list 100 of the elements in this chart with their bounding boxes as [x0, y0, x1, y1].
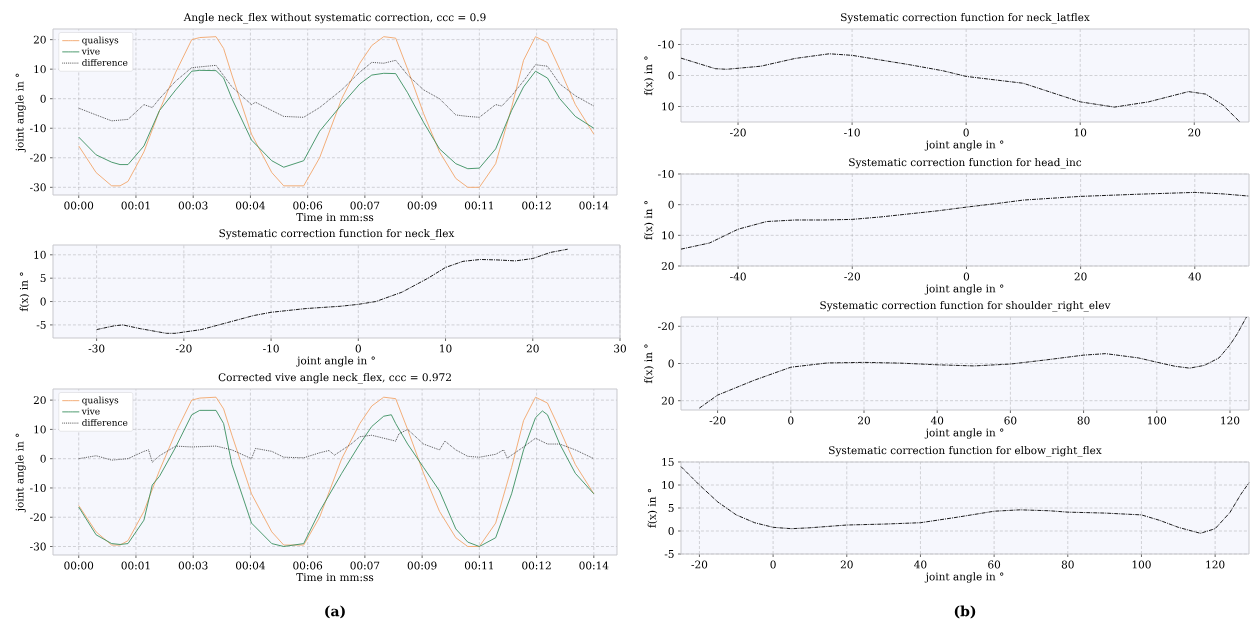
legend-label: vive	[81, 407, 100, 415]
x-tick-label: -40	[730, 272, 746, 281]
chart-title: Systematic correction function for head_inc	[849, 158, 1082, 169]
x-tick-label: 00:04	[235, 201, 266, 210]
x-axis-title: Time in mm:ss	[296, 213, 374, 222]
x-tick-label: -10	[263, 344, 279, 353]
y-tick-label: 10	[34, 65, 46, 74]
x-axis-title: joint angle in °	[924, 140, 1004, 151]
x-tick-label: 20	[1188, 128, 1201, 137]
x-tick-label: 40	[1188, 272, 1201, 281]
y-tick-label: -30	[30, 183, 46, 192]
y-tick-label: 0	[668, 71, 674, 80]
x-tick-label: 0	[770, 560, 776, 569]
x-tick-label: -20	[175, 344, 192, 353]
x-tick-label: 80	[1077, 416, 1090, 425]
chart-title: Systematic correction function for shoulder_right_elev	[820, 301, 1111, 312]
text: (b)	[954, 605, 976, 619]
legend-label: vive	[81, 47, 100, 55]
x-tick-label: 30	[614, 344, 626, 353]
x-axis-title: joint angle in °	[924, 284, 1004, 295]
y-tick-label: 0	[40, 94, 46, 103]
y-axis-title: f(x) in °	[644, 56, 654, 96]
line-series	[698, 316, 1247, 409]
x-tick-label: 20	[1074, 272, 1087, 281]
y-tick-label: 20	[33, 35, 46, 44]
legend-label: difference	[82, 58, 128, 66]
y-tick-label: 5	[40, 274, 46, 283]
x-tick-label: 00:06	[293, 201, 323, 210]
y-tick-label: 20	[661, 396, 674, 405]
x-tick-label: 00:11	[464, 561, 493, 570]
chart-title: Systematic correction function for neck_flex	[219, 229, 455, 240]
y-tick-label: 0	[40, 297, 46, 306]
x-tick-label: 00:11	[464, 201, 493, 210]
x-tick-label: -20	[709, 416, 726, 425]
y-axis-title: f(x) in °	[19, 272, 30, 312]
x-tick-label: 00:03	[178, 561, 208, 570]
x-tick-label: 80	[1061, 560, 1074, 569]
x-tick-label: 00:07	[350, 561, 380, 570]
x-tick-label: 40	[930, 416, 944, 425]
x-tick-label: 00:12	[522, 201, 551, 210]
x-tick-label: 10	[1074, 128, 1087, 137]
x-tick-label: 0	[963, 272, 970, 281]
x-axis-title: Time in mm:ss	[296, 573, 374, 582]
y-tick-label: 0	[668, 359, 674, 368]
y-tick-label: 0	[40, 454, 46, 463]
y-tick-label: 10	[662, 102, 674, 111]
x-tick-label: 00:07	[350, 201, 380, 210]
y-axis-title: joint angle in °	[15, 73, 26, 153]
line-series	[680, 466, 1250, 534]
y-tick-label: 20	[661, 262, 674, 270]
x-tick-label: -10	[844, 128, 860, 137]
y-tick-label: 10	[662, 231, 674, 240]
line-series	[78, 59, 595, 122]
line-series	[680, 53, 1241, 123]
line-series	[96, 248, 569, 334]
x-tick-label: 00:00	[64, 561, 94, 570]
y-axis-title: f(x) in °	[644, 344, 654, 384]
x-tick-label: 00:04	[235, 561, 266, 570]
x-tick-label: 10	[440, 344, 452, 353]
y-tick-label: -20	[30, 153, 46, 162]
y-tick-label: 10	[662, 481, 674, 489]
text: (a)	[325, 605, 345, 619]
x-tick-label: 0	[963, 128, 969, 137]
y-tick-label: 15	[662, 458, 674, 466]
line-series	[78, 69, 595, 170]
x-tick-label: 20	[526, 344, 539, 353]
legend-label: difference	[82, 418, 128, 426]
y-tick-label: 10	[34, 250, 46, 259]
x-tick-label: 00:09	[407, 201, 437, 210]
x-tick-label: 60	[1004, 416, 1017, 425]
y-tick-label: -5	[664, 550, 674, 558]
x-tick-label: 00:06	[293, 561, 323, 570]
y-axis-title: joint angle in °	[15, 433, 26, 513]
x-tick-label: 20	[858, 416, 870, 425]
x-tick-label: 120	[1206, 560, 1225, 569]
x-tick-label: -30	[88, 344, 105, 353]
x-axis-title: joint angle in °	[924, 572, 1004, 583]
x-axis-title: joint angle in °	[296, 356, 375, 367]
chart-title: Corrected vive angle neck_flex, ccc = 0.972	[218, 373, 451, 384]
x-tick-label: 00:14	[579, 201, 609, 210]
chart-title: Systematic correction function for elbow_right_flex	[829, 446, 1102, 457]
y-tick-label: 0	[668, 527, 674, 535]
y-tick-label: -30	[30, 542, 46, 551]
x-tick-label: 40	[914, 560, 927, 569]
y-tick-label: -20	[658, 322, 674, 331]
x-tick-label: 00:00	[64, 201, 94, 210]
x-tick-label: 00:14	[579, 561, 609, 570]
x-tick-label: 0	[355, 344, 361, 353]
y-tick-label: -20	[30, 513, 46, 522]
x-tick-label: 60	[988, 560, 1001, 569]
y-tick-label: -10	[658, 170, 674, 178]
x-tick-label: -20	[691, 560, 708, 569]
x-axis-title: joint angle in °	[924, 428, 1004, 439]
chart-title: Angle neck_flex without systematic correction, ccc = 0.9	[183, 13, 486, 24]
x-tick-label: 100	[1132, 560, 1151, 569]
y-axis-title: f(x) in °	[647, 488, 658, 528]
line-series	[78, 36, 595, 188]
y-tick-label: 20	[33, 396, 46, 405]
x-tick-label: 00:03	[178, 201, 208, 210]
x-tick-label: 00:12	[522, 561, 551, 570]
